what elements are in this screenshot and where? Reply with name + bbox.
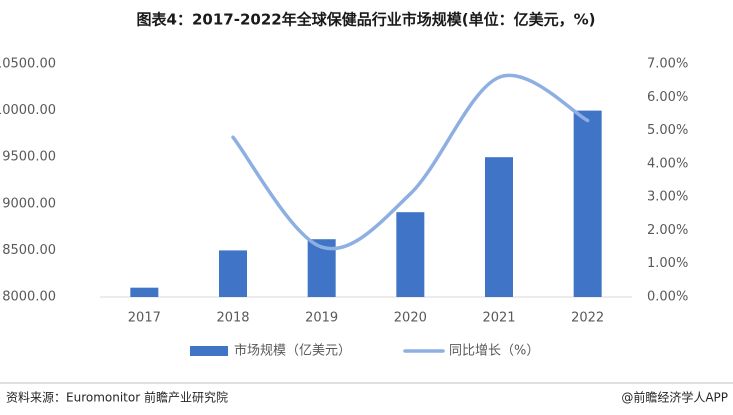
bar bbox=[485, 157, 513, 297]
y2-tick-label: 3.00% bbox=[647, 190, 688, 205]
y2-tick-label: 6.00% bbox=[647, 90, 688, 105]
y2-tick-label: 7.00% bbox=[647, 57, 688, 72]
y2-tick-label: 0.00% bbox=[647, 290, 688, 305]
legend-swatch bbox=[190, 346, 228, 356]
legend-label: 同比增长（%） bbox=[449, 344, 539, 359]
bar bbox=[573, 110, 602, 297]
x-tick-label: 2018 bbox=[216, 311, 249, 326]
legend-label: 市场规模（亿美元） bbox=[234, 343, 351, 359]
x-tick-label: 2017 bbox=[128, 311, 161, 326]
x-tick-label: 2022 bbox=[571, 311, 604, 326]
y-tick-label: 9000.00 bbox=[2, 196, 56, 211]
y-tick-label: 10500.00 bbox=[0, 57, 56, 72]
y2-tick-label: 5.00% bbox=[647, 123, 688, 138]
y2-tick-label: 1.00% bbox=[647, 256, 688, 271]
x-tick-label: 2019 bbox=[305, 311, 338, 326]
y-tick-label: 8500.00 bbox=[2, 243, 56, 258]
x-tick-label: 2020 bbox=[394, 311, 427, 326]
y-tick-label: 10000.00 bbox=[0, 103, 56, 118]
y-tick-label: 8000.00 bbox=[2, 290, 56, 305]
y2-tick-label: 2.00% bbox=[647, 223, 688, 238]
y-tick-label: 9500.00 bbox=[2, 150, 56, 165]
chart-title: 图表4：2017-2022年全球保健品行业市场规模(单位：亿美元，%) bbox=[137, 11, 596, 29]
source: 资料来源：Euromonitor 前瞻产业研究院 bbox=[6, 390, 228, 405]
credit: @前瞻经济学人APP bbox=[621, 390, 728, 405]
bar bbox=[219, 250, 247, 297]
x-tick-label: 2021 bbox=[482, 311, 515, 326]
y2-tick-label: 4.00% bbox=[647, 156, 688, 171]
bar bbox=[130, 287, 159, 297]
bar bbox=[396, 212, 425, 297]
line bbox=[231, 73, 590, 251]
